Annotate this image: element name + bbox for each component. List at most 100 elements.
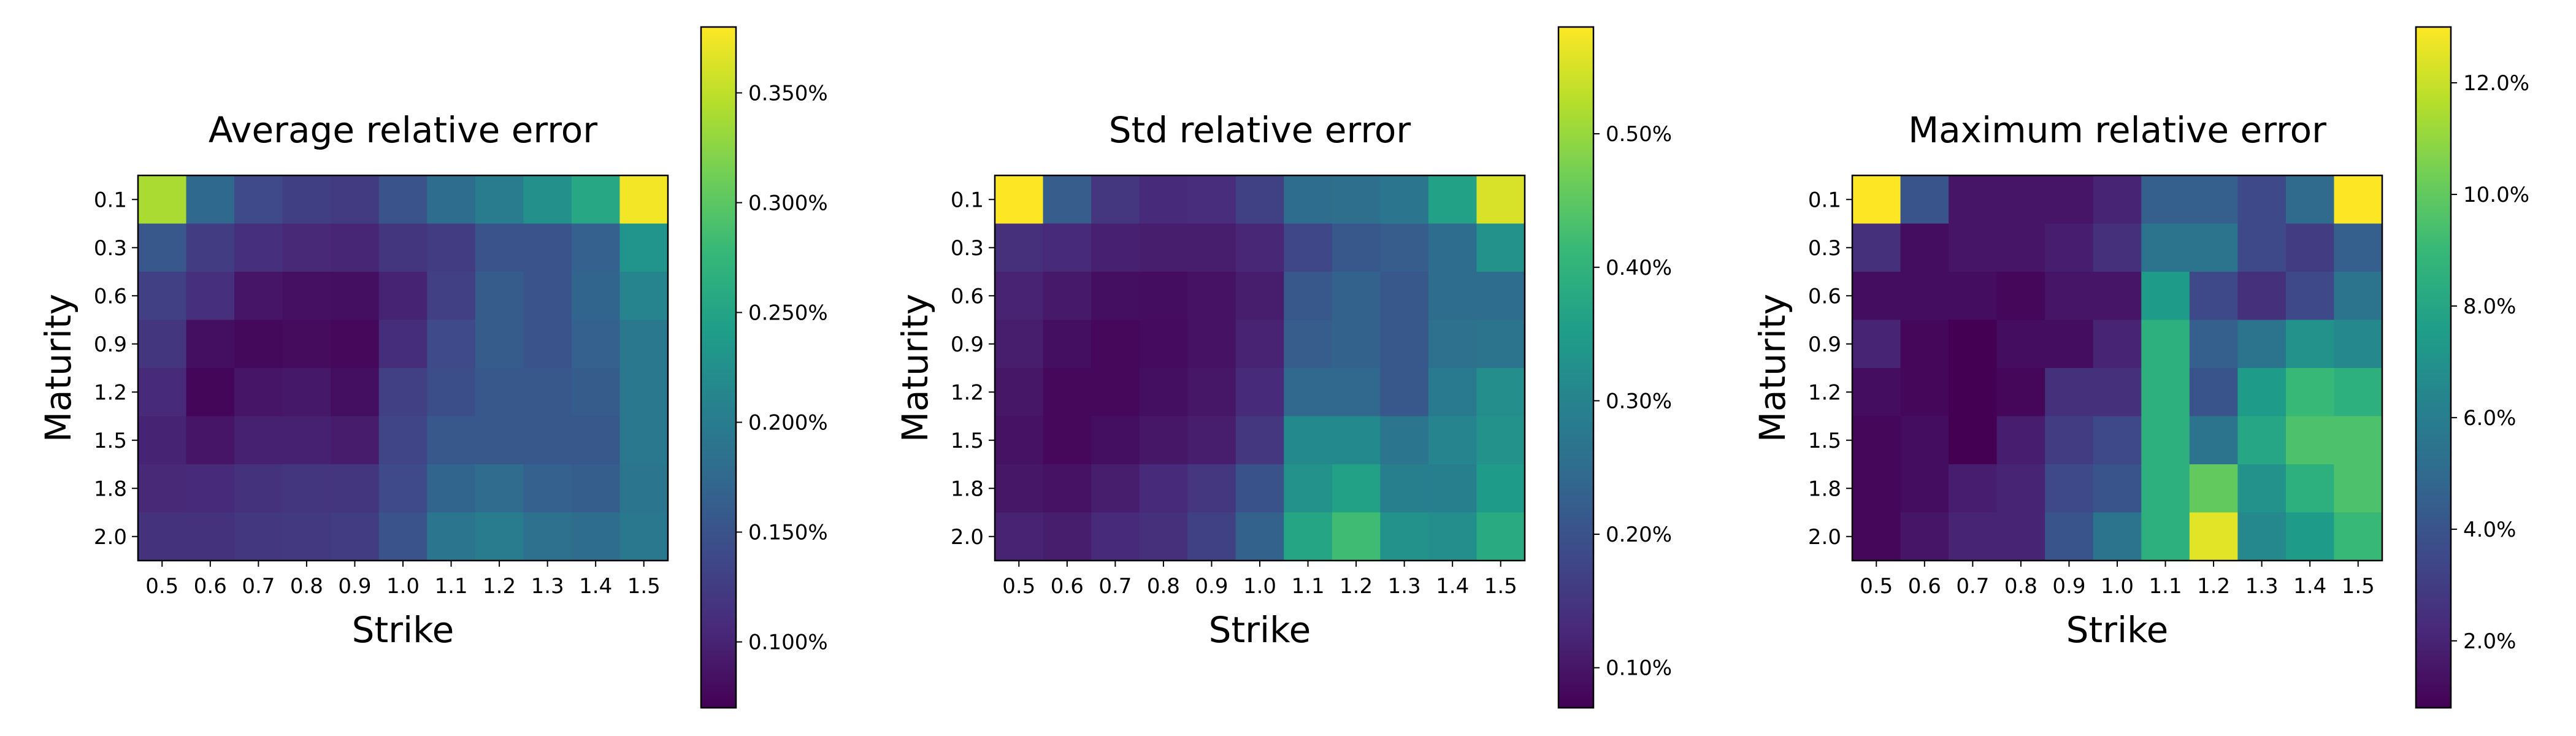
heatmap-cell [186, 223, 235, 272]
heatmap-panel-2: 0.5 0.6 0.7 0.8 0.9 1.0 1.1 1.2 1.3 1.4 1.50.10.30… [894, 26, 1672, 709]
heatmap-cell [2045, 512, 2094, 561]
y-tick-label: 0.9 [94, 332, 127, 357]
colorbar: 2.0% 4.0% 6.0% 8.0% 10.0% 12.0% [2415, 26, 2529, 709]
heatmap-cell [1332, 416, 1381, 465]
heatmap-cell [1235, 368, 1284, 417]
colorbar-tick-label: 0.300% [748, 191, 828, 215]
heatmap-cell [427, 512, 476, 561]
x-tick-label: 0.5 [1860, 574, 1893, 599]
heatmap-cell [1428, 512, 1478, 561]
heatmap-cell [1949, 368, 1998, 417]
x-tick-label: 1.5 [627, 574, 661, 599]
heatmap-cell [995, 416, 1044, 465]
colorbar-tick-label: 0.200% [748, 411, 828, 435]
heatmap-cell [571, 175, 621, 224]
heatmap-cell [1043, 223, 1092, 272]
panels: 0.5 0.6 0.7 0.8 0.9 1.0 1.1 1.2 1.3 1.4 1.50.10.30… [37, 26, 2529, 709]
heatmap-cell [1332, 368, 1381, 417]
heatmap-cell [1091, 416, 1140, 465]
heatmap-cell [1091, 272, 1140, 321]
heatmap-cell [1043, 512, 1092, 561]
heatmap-cell [1332, 272, 1381, 321]
heatmap-cell [234, 368, 283, 417]
heatmap-cell [2093, 512, 2142, 561]
heatmap-cell [282, 416, 331, 465]
heatmap-cell [1949, 320, 1998, 369]
heatmap-cell [234, 272, 283, 321]
heatmap-cell [1043, 464, 1092, 513]
heatmap-cell [378, 223, 427, 272]
x-tick-label: 1.3 [531, 574, 564, 599]
heatmap-cell [138, 368, 187, 417]
heatmap-cell [1139, 320, 1188, 369]
y-tick-label: 2.0 [951, 525, 984, 550]
y-tick-label: 0.3 [1808, 236, 1841, 261]
heatmap-cell [1852, 320, 1901, 369]
heatmap-cell [619, 368, 669, 417]
heatmap-cell [619, 416, 669, 465]
heatmap-cell [1900, 223, 1949, 272]
y-axis-label: Maturity [1752, 294, 1793, 442]
heatmap-cell [138, 175, 187, 224]
heatmap-cell [1091, 512, 1140, 561]
heatmap-cell [1235, 464, 1284, 513]
heatmap-cell [2045, 223, 2094, 272]
x-tick-label: 1.2 [2197, 574, 2230, 599]
heatmap-cell [1187, 416, 1236, 465]
x-tick-label: 1.0 [1243, 574, 1276, 599]
heatmap-cell [571, 272, 621, 321]
heatmap-cell [186, 512, 235, 561]
heatmap-cells [138, 175, 669, 561]
heatmap-cell [1380, 175, 1429, 224]
heatmap-cell [1139, 223, 1188, 272]
colorbar-tick-label: 0.10% [1606, 656, 1672, 681]
heatmap-cell [1949, 416, 1998, 465]
heatmap-cell [1091, 223, 1140, 272]
heatmap-cell [2141, 175, 2190, 224]
heatmap-cell [1900, 416, 1949, 465]
colorbar-tick-label: 12.0% [2463, 71, 2529, 96]
heatmap-cell [234, 223, 283, 272]
heatmap-cell [1235, 223, 1284, 272]
heatmap-cell [331, 272, 380, 321]
x-tick-label: 0.5 [145, 574, 178, 599]
heatmap-cell [2093, 320, 2142, 369]
heatmap-cells [1852, 175, 2383, 561]
heatmap-cell [1284, 416, 1333, 465]
x-tick-label: 1.1 [435, 574, 468, 599]
heatmap-cell [2045, 320, 2094, 369]
y-tick-label: 2.0 [1808, 525, 1841, 550]
heatmap-cell [1284, 320, 1333, 369]
x-tick-label: 0.6 [194, 574, 227, 599]
x-tick-label: 1.2 [1340, 574, 1373, 599]
y-tick-label: 1.5 [951, 429, 984, 453]
heatmap-cell [234, 416, 283, 465]
heatmap-cell [1852, 464, 1901, 513]
colorbar-tick-label: 0.250% [748, 301, 828, 325]
heatmap-cell [523, 416, 572, 465]
colorbar: 0.100% 0.150% 0.200% 0.250% 0.300% 0.350% [700, 26, 828, 709]
heatmap-cell [427, 223, 476, 272]
heatmap-cell [995, 368, 1044, 417]
heatmap-cell [2045, 416, 2094, 465]
heatmap-cell [234, 464, 283, 513]
heatmap-cell [2285, 320, 2335, 369]
heatmap-cell [1284, 223, 1333, 272]
heatmap-cell [378, 320, 427, 369]
y-tick-label: 0.3 [94, 236, 127, 261]
heatmap-cell [1139, 272, 1188, 321]
heatmap-cell [1949, 223, 1998, 272]
colorbar-fill [2416, 27, 2451, 708]
heatmap-cell [1139, 175, 1188, 224]
heatmap-cell [1043, 272, 1092, 321]
heatmap-cell [571, 416, 621, 465]
heatmap-cell [1852, 223, 1901, 272]
heatmap-cell [571, 512, 621, 561]
x-tick-label: 1.4 [2293, 574, 2326, 599]
heatmap-cell [995, 175, 1044, 224]
heatmap-cell [2237, 223, 2287, 272]
heatmap-cell [2285, 368, 2335, 417]
heatmap-cell [475, 223, 524, 272]
heatmap-cell [1332, 464, 1381, 513]
heatmap-cell [1284, 464, 1333, 513]
